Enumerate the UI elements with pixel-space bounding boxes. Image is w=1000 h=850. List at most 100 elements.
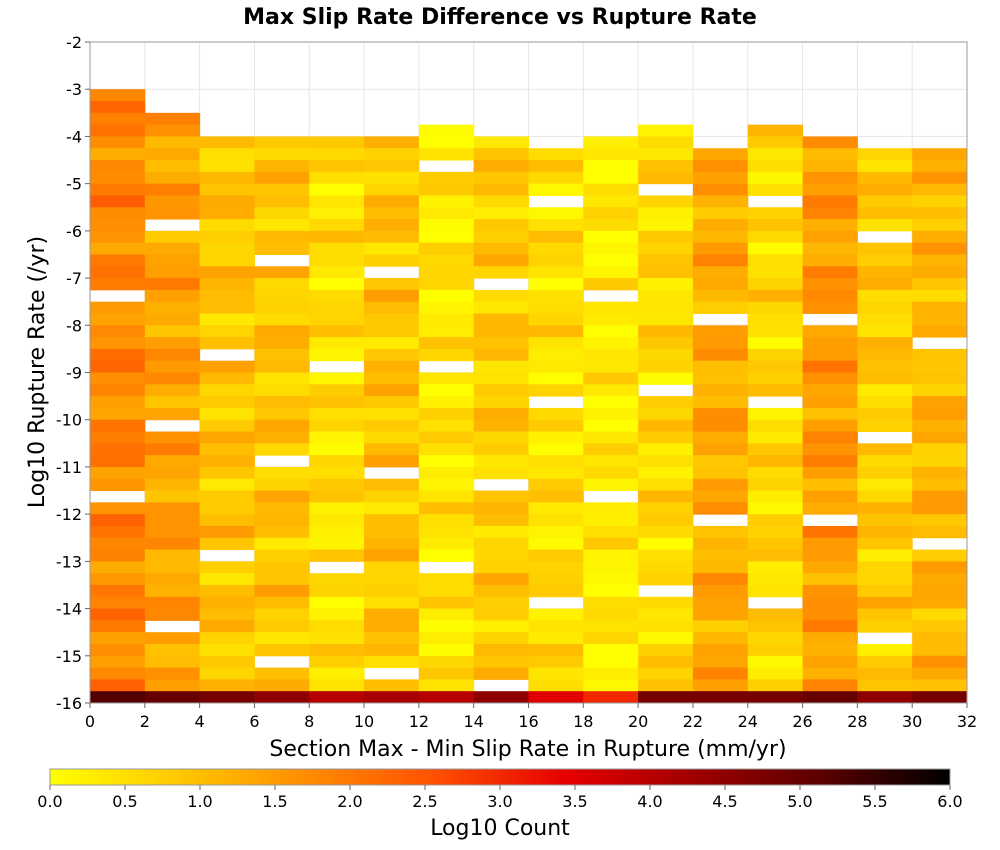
heatmap-cell (364, 490, 420, 503)
heatmap-cell (309, 407, 365, 421)
heatmap-cell (418, 549, 475, 562)
heatmap-cell (802, 372, 858, 385)
heatmap-cell (857, 620, 913, 633)
heatmap-cell (692, 525, 749, 539)
heatmap-cell (364, 502, 420, 515)
heatmap-cell (473, 407, 529, 421)
heatmap-cell (583, 608, 639, 621)
heatmap-cell (144, 466, 201, 480)
heatmap-cell (583, 207, 639, 220)
heatmap-cell (802, 490, 858, 503)
x-tick-label: 4 (195, 712, 205, 731)
heatmap-cell (254, 573, 310, 586)
x-tick-label: 28 (847, 712, 867, 731)
heatmap-cell (583, 549, 639, 562)
heatmap-cell (583, 384, 639, 397)
heatmap-cell (802, 301, 858, 314)
heatmap-cell (90, 372, 146, 385)
heatmap-cell (802, 596, 858, 610)
heatmap-cell (857, 490, 913, 503)
heatmap-cell (309, 667, 365, 680)
heatmap-cell (199, 136, 255, 149)
heatmap-cell (254, 525, 310, 539)
heatmap-cell (473, 183, 529, 196)
heatmap-cell (583, 573, 639, 586)
heatmap-cell (473, 549, 529, 562)
heatmap-cell (418, 396, 475, 409)
heatmap-cell (638, 561, 694, 574)
heatmap-cell (528, 466, 584, 480)
heatmap-cell (802, 643, 858, 657)
heatmap-cell (473, 325, 529, 338)
heatmap-cell (692, 431, 749, 444)
heatmap-cell (364, 136, 420, 149)
heatmap-cell (473, 348, 529, 362)
heatmap-cell (309, 549, 365, 562)
heatmap-cell (857, 219, 913, 232)
heatmap-cell (309, 219, 365, 232)
heatmap-cell (857, 655, 913, 669)
heatmap-cell (418, 620, 475, 633)
heatmap-cell (90, 278, 146, 291)
heatmap-cell (857, 667, 913, 680)
heatmap-cell (199, 360, 255, 373)
heatmap-cell (309, 608, 365, 621)
heatmap-cell (747, 419, 804, 433)
heatmap-cell (528, 667, 584, 680)
heatmap-cell (857, 278, 913, 291)
heatmap-cell (802, 183, 858, 196)
heatmap-cell (692, 266, 749, 279)
heatmap-cell (254, 337, 310, 350)
heatmap-cell (199, 691, 255, 704)
heatmap-cell (418, 478, 475, 492)
heatmap-cell (364, 195, 420, 208)
heatmap-cell (912, 230, 968, 244)
heatmap-cell (638, 372, 694, 385)
heatmap-cell (747, 148, 804, 161)
heatmap-cell (364, 478, 420, 492)
heatmap-cell (473, 396, 529, 409)
heatmap-cell (199, 655, 255, 669)
heatmap-cell (692, 632, 749, 645)
heatmap-cell (638, 691, 694, 704)
heatmap-cell (418, 584, 475, 598)
heatmap-cell (144, 478, 201, 492)
heatmap-cell (638, 478, 694, 492)
heatmap-cell (857, 691, 913, 704)
colorbar-tick-label: 5.0 (787, 792, 812, 811)
colorbar-ticks: 0.0 0.5 1.0 1.5 2.0 2.5 3.0 3.5 4.0 4.5 5.0 5.5 6.0 (37, 785, 963, 811)
heatmap-cell (802, 348, 858, 362)
heatmap-cell (473, 242, 529, 255)
heatmap-cell (583, 655, 639, 669)
heatmap-cell (254, 561, 310, 574)
heatmap-cell (692, 183, 749, 196)
heatmap-cell (254, 407, 310, 421)
heatmap-cell (583, 561, 639, 574)
heatmap-cell (364, 632, 420, 645)
heatmap-cell (90, 348, 146, 362)
heatmap-cell (473, 573, 529, 586)
heatmap-cell (802, 561, 858, 574)
heatmap-cell (199, 431, 255, 444)
heatmap-cell (199, 384, 255, 397)
heatmap-cell (473, 632, 529, 645)
heatmap-cell (802, 242, 858, 255)
heatmap-cell (638, 171, 694, 185)
heatmap-cell (638, 313, 694, 326)
heatmap-cell (364, 561, 420, 574)
heatmap-cell (199, 171, 255, 185)
heatmap-cell (912, 667, 968, 680)
heatmap-cell (309, 348, 365, 362)
heatmap-cell (90, 537, 146, 551)
heatmap-cell (692, 643, 749, 657)
heatmap-cell (473, 514, 529, 527)
heatmap-cell (144, 348, 201, 362)
heatmap-cell (528, 537, 584, 551)
heatmap-cell (912, 207, 968, 220)
heatmap-cell (254, 384, 310, 397)
chart-title: Max Slip Rate Difference vs Rupture Rate (243, 5, 757, 30)
heatmap-cell (254, 490, 310, 503)
x-tick-label: 10 (354, 712, 374, 731)
heatmap-cell (90, 407, 146, 421)
heatmap-cell (912, 525, 968, 539)
